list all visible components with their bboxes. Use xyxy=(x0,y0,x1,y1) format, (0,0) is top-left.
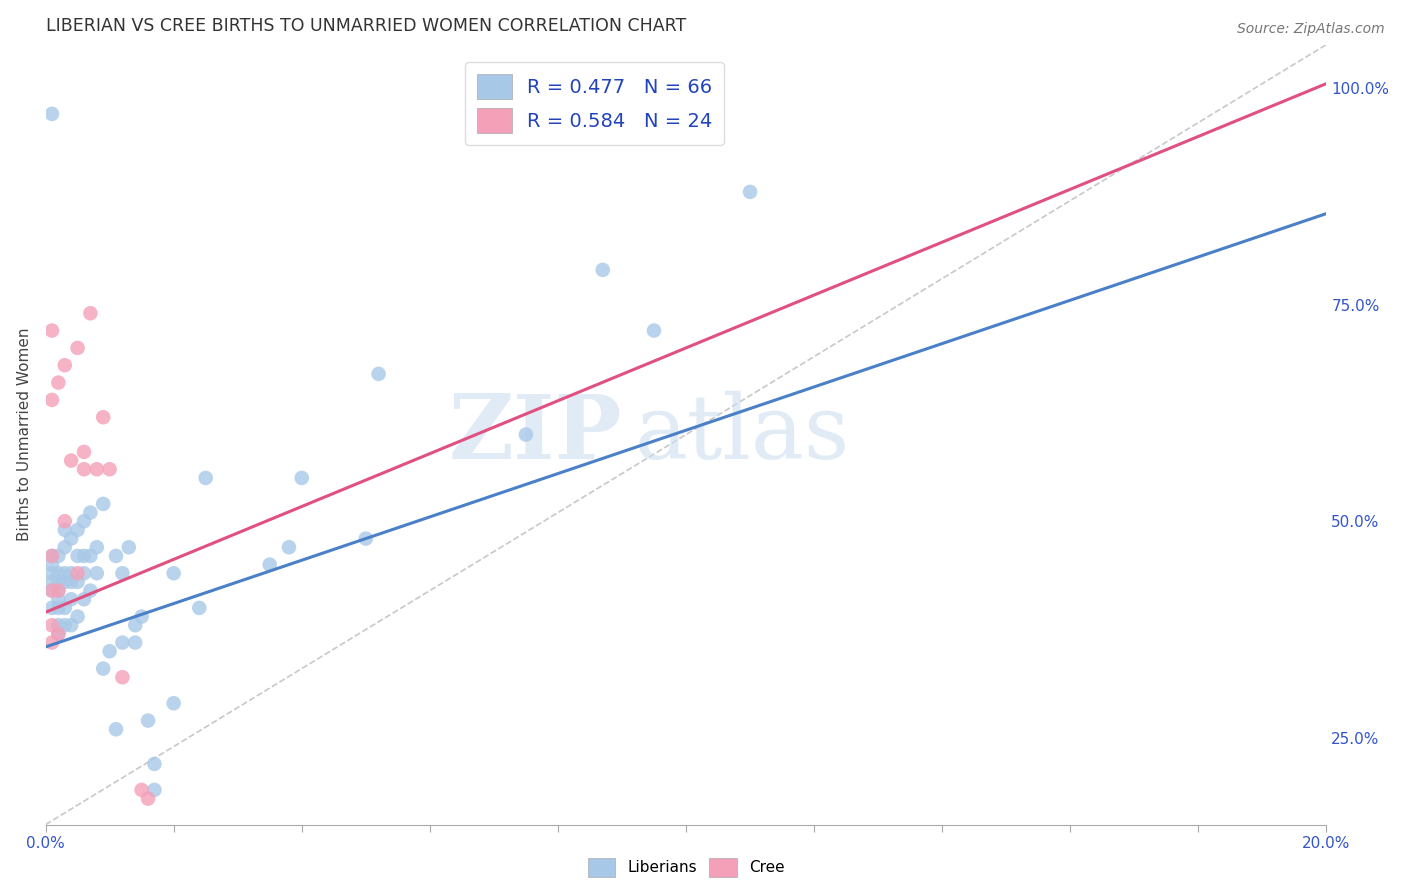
Point xyxy=(163,566,186,581)
Point xyxy=(48,601,70,615)
Point xyxy=(131,609,153,624)
Point xyxy=(86,541,108,555)
Point xyxy=(53,523,76,537)
Point xyxy=(41,601,63,615)
Point xyxy=(73,592,96,607)
Point xyxy=(73,566,96,581)
Point xyxy=(41,549,63,563)
Point xyxy=(66,566,89,581)
Point xyxy=(136,714,159,728)
Point xyxy=(41,107,63,121)
Point xyxy=(53,514,76,528)
Point xyxy=(643,324,665,338)
Point xyxy=(41,392,63,407)
Point xyxy=(41,324,63,338)
Point xyxy=(73,549,96,563)
Point xyxy=(610,81,633,95)
Point xyxy=(73,462,96,476)
Point xyxy=(515,427,537,442)
Point xyxy=(60,618,83,632)
Point xyxy=(48,583,70,598)
Point xyxy=(48,627,70,641)
Point xyxy=(592,263,614,277)
Point xyxy=(53,574,76,589)
Point xyxy=(66,341,89,355)
Y-axis label: Births to Unmarried Women: Births to Unmarried Women xyxy=(17,328,32,541)
Point xyxy=(53,601,76,615)
Text: atlas: atlas xyxy=(634,391,851,478)
Point xyxy=(53,358,76,372)
Point xyxy=(48,618,70,632)
Point xyxy=(136,791,159,805)
Point xyxy=(66,609,89,624)
Point xyxy=(60,592,83,607)
Text: LIBERIAN VS CREE BIRTHS TO UNMARRIED WOMEN CORRELATION CHART: LIBERIAN VS CREE BIRTHS TO UNMARRIED WOM… xyxy=(45,17,686,35)
Point xyxy=(53,566,76,581)
Point xyxy=(259,558,281,572)
Point xyxy=(79,306,101,320)
Text: ZIP: ZIP xyxy=(449,391,621,478)
Point xyxy=(48,583,70,598)
Point xyxy=(143,783,166,797)
Point xyxy=(98,644,121,658)
Point xyxy=(111,670,134,684)
Point xyxy=(91,497,114,511)
Point xyxy=(91,662,114,676)
Point xyxy=(124,618,146,632)
Point xyxy=(66,549,89,563)
Point xyxy=(111,566,134,581)
Point xyxy=(41,566,63,581)
Point xyxy=(91,410,114,425)
Point xyxy=(41,583,63,598)
Point xyxy=(53,541,76,555)
Point xyxy=(738,185,761,199)
Point xyxy=(41,618,63,632)
Point xyxy=(105,549,128,563)
Point xyxy=(131,783,153,797)
Point xyxy=(41,574,63,589)
Point xyxy=(354,532,377,546)
Point xyxy=(367,367,389,381)
Point xyxy=(73,445,96,459)
Point xyxy=(163,696,186,710)
Point xyxy=(79,506,101,520)
Point xyxy=(86,566,108,581)
Point xyxy=(98,462,121,476)
Point xyxy=(53,618,76,632)
Point xyxy=(124,635,146,649)
Point xyxy=(277,541,299,555)
Point xyxy=(60,574,83,589)
Point xyxy=(60,532,83,546)
Legend: Liberians, Cree: Liberians, Cree xyxy=(582,851,790,883)
Point xyxy=(48,376,70,390)
Point xyxy=(66,523,89,537)
Point xyxy=(105,723,128,737)
Point xyxy=(66,574,89,589)
Point xyxy=(143,756,166,771)
Point xyxy=(60,566,83,581)
Point xyxy=(48,574,70,589)
Point xyxy=(86,462,108,476)
Text: Source: ZipAtlas.com: Source: ZipAtlas.com xyxy=(1237,22,1385,37)
Point xyxy=(48,592,70,607)
Point xyxy=(60,453,83,467)
Point xyxy=(48,566,70,581)
Point xyxy=(48,549,70,563)
Point xyxy=(41,549,63,563)
Point xyxy=(188,601,211,615)
Point xyxy=(291,471,314,485)
Point xyxy=(194,471,217,485)
Point xyxy=(118,541,141,555)
Point xyxy=(73,514,96,528)
Point xyxy=(48,627,70,641)
Point xyxy=(41,558,63,572)
Point xyxy=(111,635,134,649)
Point xyxy=(41,635,63,649)
Point xyxy=(41,583,63,598)
Point xyxy=(79,549,101,563)
Point xyxy=(79,583,101,598)
